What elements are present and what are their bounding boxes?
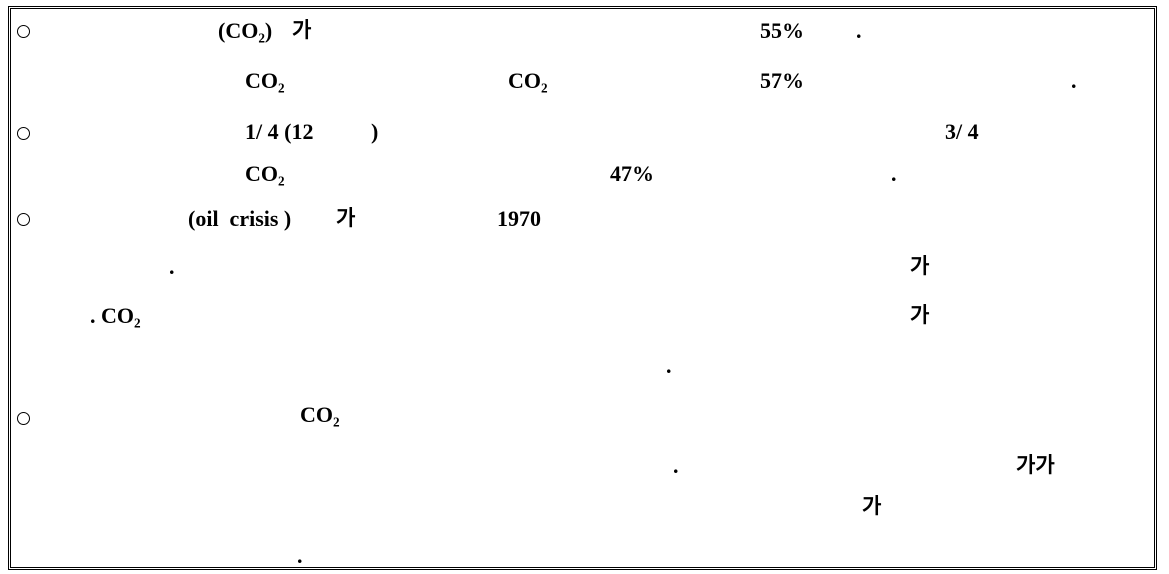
bullet-circle-icon [17, 127, 30, 140]
text-segment: . [169, 254, 175, 279]
bullet-circle-icon [17, 25, 30, 38]
text-segment: 가 [910, 254, 930, 278]
text-segment: 가 [862, 494, 882, 518]
bullet-circle-icon [17, 412, 30, 425]
text-segment: . CO₂ [90, 303, 141, 328]
text-segment: . [1071, 68, 1077, 93]
text-segment: 55% [760, 18, 804, 43]
text-segment: 57% [760, 68, 804, 93]
text-segment: 1/ 4 (12 [245, 119, 314, 144]
text-segment: CO₂ [300, 402, 340, 427]
text-segment: 1970 [497, 206, 541, 231]
text-segment: CO₂ [245, 161, 285, 186]
text-segment: CO₂ [508, 68, 548, 93]
text-segment: . [673, 453, 679, 478]
text-segment: 가 [292, 18, 312, 42]
text-segment: . [891, 161, 897, 186]
text-segment: . [856, 18, 862, 43]
text-segment: 가 [910, 303, 930, 327]
text-segment: 가가 [1016, 453, 1055, 477]
text-segment: . [666, 353, 672, 378]
text-segment: . [297, 543, 303, 568]
text-segment: 47% [610, 161, 654, 186]
text-segment: CO₂ [245, 68, 285, 93]
text-segment: (CO₂) [218, 18, 273, 43]
text-segment: 3/ 4 [945, 119, 979, 144]
text-segment: ) [371, 119, 379, 144]
text-segment: (oil crisis ) [188, 206, 292, 231]
text-segment: 가 [336, 206, 356, 230]
document-frame [8, 6, 1157, 570]
bullet-circle-icon [17, 213, 30, 226]
